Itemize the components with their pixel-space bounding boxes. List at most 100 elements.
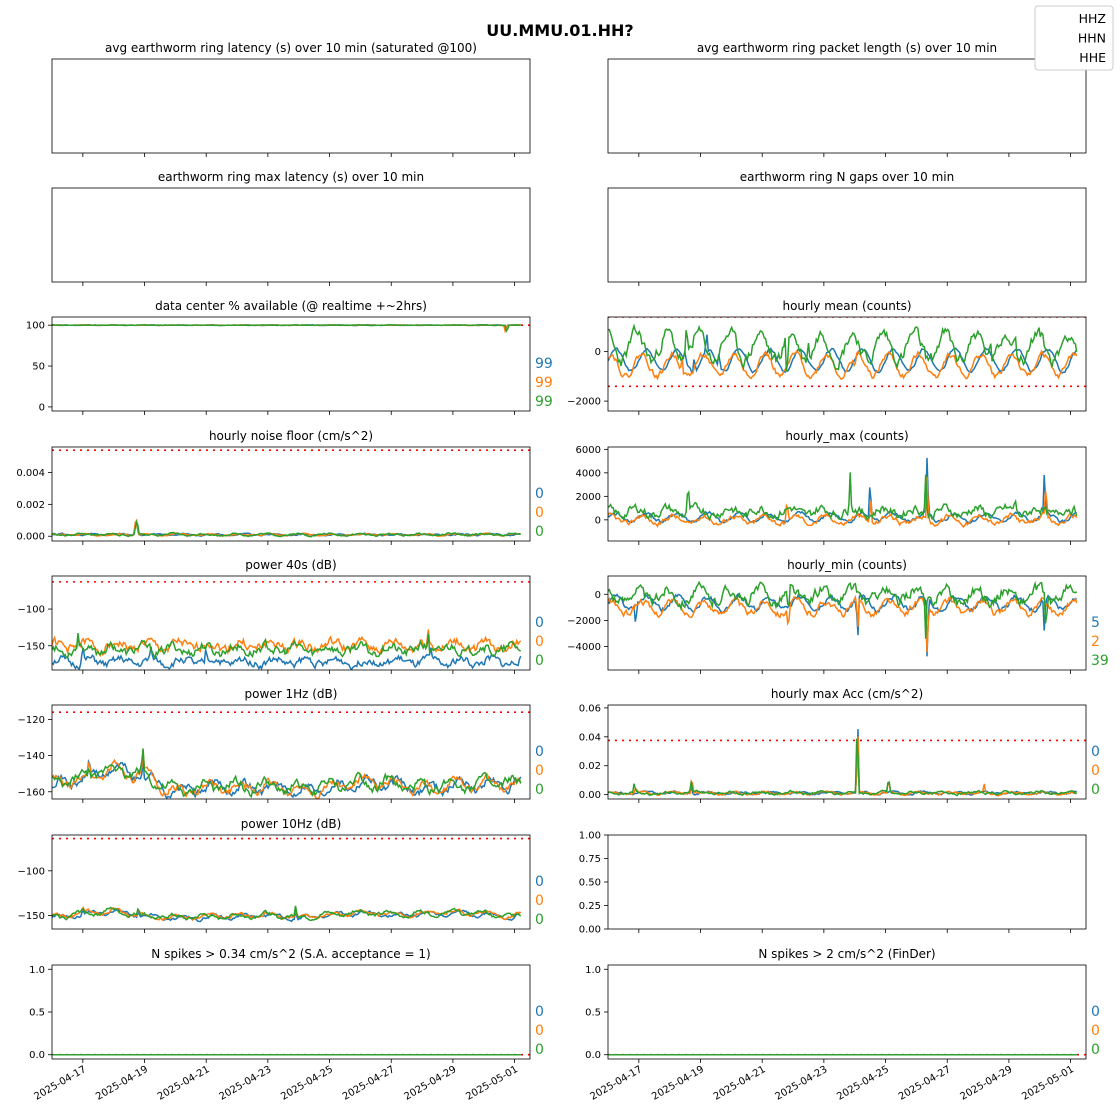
panel-p5: data center % available (@ realtime +~2h… bbox=[26, 299, 553, 415]
side-value-HHN: 0 bbox=[535, 763, 544, 779]
series-line-HHE bbox=[608, 738, 1078, 797]
y-tick-label: 0.00 bbox=[579, 925, 601, 936]
panel-title: hourly_min (counts) bbox=[787, 558, 907, 572]
panel-title: earthworm ring max latency (s) over 10 m… bbox=[158, 170, 424, 184]
panel-title: N spikes > 2 cm/s^2 (FinDer) bbox=[758, 947, 935, 961]
panel-p1: avg earthworm ring latency (s) over 10 m… bbox=[51, 41, 531, 157]
panel-p13: power 10Hz (dB) −100 −150 0 0 0 bbox=[18, 817, 544, 933]
axes-frame bbox=[607, 834, 1087, 930]
axes-frame bbox=[51, 446, 531, 542]
axes-frame bbox=[51, 964, 531, 1060]
y-tick-label: 4000 bbox=[576, 468, 601, 479]
side-value-HHZ: 0 bbox=[535, 744, 544, 760]
y-tick-label: 6000 bbox=[576, 445, 601, 456]
y-tick-label: −2000 bbox=[567, 397, 601, 408]
legend-entry-HHN: HHN bbox=[1078, 31, 1106, 46]
axes-frame bbox=[607, 575, 1087, 671]
y-tick-label: −4000 bbox=[567, 642, 601, 653]
y-tick-label: −100 bbox=[18, 605, 45, 616]
y-tick-label: 0.0 bbox=[585, 1050, 601, 1061]
panel-title: hourly_max (counts) bbox=[785, 429, 908, 443]
axes-frame bbox=[51, 316, 531, 412]
axes-frame bbox=[607, 704, 1087, 800]
y-tick-label: −160 bbox=[18, 787, 45, 798]
axes-frame bbox=[607, 964, 1087, 1060]
panel-p7: hourly noise floor (cm/s^2) 0.004 0.002 0.0… bbox=[16, 429, 544, 545]
side-value-HHN: 0 bbox=[535, 634, 544, 650]
y-tick-label: 0.50 bbox=[579, 878, 601, 889]
panel-title: power 10Hz (dB) bbox=[241, 817, 342, 831]
series-line-HHE bbox=[608, 472, 1078, 522]
y-tick-label: 1.0 bbox=[29, 965, 45, 976]
side-value-HHZ: 0 bbox=[1091, 1004, 1100, 1020]
y-tick-label: −140 bbox=[18, 751, 45, 762]
panel-p3: earthworm ring max latency (s) over 10 m… bbox=[51, 170, 531, 286]
side-value-HHN: 0 bbox=[1091, 1023, 1100, 1039]
y-tick-label: −150 bbox=[18, 641, 45, 652]
side-value-HHE: 0 bbox=[535, 1042, 544, 1058]
y-tick-label: 0 bbox=[39, 402, 45, 413]
y-tick-label: 2000 bbox=[576, 492, 601, 503]
side-value-HHZ: 5 bbox=[1091, 615, 1100, 631]
panel-p6: hourly mean (counts) 0 −2000 bbox=[567, 299, 1087, 415]
y-tick-label: 100 bbox=[26, 321, 45, 332]
side-value-HHN: 0 bbox=[535, 893, 544, 909]
side-value-HHZ: 99 bbox=[535, 356, 553, 372]
series-line-HHN bbox=[608, 349, 1078, 381]
axes-frame bbox=[51, 834, 531, 930]
y-tick-label: 0.002 bbox=[16, 500, 45, 511]
panel-title: data center % available (@ realtime +~2h… bbox=[155, 299, 427, 313]
legend-entry-HHZ: HHZ bbox=[1079, 11, 1106, 26]
y-tick-label: −150 bbox=[18, 911, 45, 922]
y-tick-label: 0.75 bbox=[579, 854, 601, 865]
side-value-HHN: 0 bbox=[535, 505, 544, 521]
series-line-HHZ bbox=[52, 646, 522, 670]
axes-frame bbox=[51, 704, 531, 800]
series-line-HHE bbox=[608, 323, 1078, 372]
series-line-HHZ bbox=[608, 457, 1077, 524]
side-value-HHE: 0 bbox=[535, 524, 544, 540]
series-line-HHZ bbox=[608, 334, 1078, 375]
panel-title: earthworm ring N gaps over 10 min bbox=[740, 170, 954, 184]
y-tick-label: 0.04 bbox=[579, 732, 601, 743]
series-line-HHN bbox=[608, 594, 1078, 653]
panel-title: avg earthworm ring latency (s) over 10 m… bbox=[105, 41, 477, 55]
legend-box bbox=[1034, 5, 1114, 71]
axes-frame bbox=[607, 446, 1087, 542]
legend: HHZ HHN HHE bbox=[1034, 5, 1114, 71]
axes-frame bbox=[607, 316, 1087, 412]
y-tick-label: −2000 bbox=[567, 616, 601, 627]
y-tick-label: −100 bbox=[18, 866, 45, 877]
y-tick-label: 0.02 bbox=[579, 761, 601, 772]
series-line-HHZ bbox=[52, 908, 521, 923]
panel-title: hourly max Acc (cm/s^2) bbox=[771, 687, 923, 701]
panel-p10: hourly_min (counts) 0 −2000 −4000 5 2 39 bbox=[567, 558, 1109, 674]
panel-p4: earthworm ring N gaps over 10 min bbox=[607, 170, 1087, 286]
side-value-HHN: 99 bbox=[535, 375, 553, 391]
side-value-HHN: 0 bbox=[1091, 763, 1100, 779]
side-value-HHN: 2 bbox=[1091, 634, 1100, 650]
y-tick-label: 0 bbox=[595, 347, 601, 358]
y-tick-label: 0.25 bbox=[579, 901, 601, 912]
series-line-HHE bbox=[52, 633, 522, 660]
y-tick-label: 1.0 bbox=[585, 965, 601, 976]
panel-p9: power 40s (dB) −100 −150 0 0 0 bbox=[18, 558, 544, 674]
side-value-HHZ: 0 bbox=[535, 486, 544, 502]
panel-p2: avg earthworm ring packet length (s) ove… bbox=[607, 41, 1087, 157]
y-tick-label: 0 bbox=[595, 515, 601, 526]
figure-title: UU.MMU.01.HH? bbox=[486, 21, 633, 40]
y-tick-label: 0.000 bbox=[16, 532, 45, 543]
side-value-HHE: 39 bbox=[1091, 653, 1109, 669]
side-value-HHN: 0 bbox=[535, 1023, 544, 1039]
panel-p14: 1.00 0.75 0.50 0.25 0.00 bbox=[579, 831, 1087, 936]
panel-p8: hourly_max (counts) 6000 4000 2000 0 bbox=[576, 429, 1087, 545]
side-value-HHZ: 0 bbox=[1091, 744, 1100, 760]
axes-frame bbox=[51, 187, 531, 283]
y-tick-label: 0.5 bbox=[29, 1008, 45, 1019]
side-value-HHE: 99 bbox=[535, 394, 553, 410]
panel-title: hourly mean (counts) bbox=[782, 299, 911, 313]
side-value-HHE: 0 bbox=[535, 912, 544, 928]
axes-frame bbox=[51, 58, 531, 154]
legend-entry-HHE: HHE bbox=[1079, 50, 1106, 65]
side-value-HHE: 0 bbox=[1091, 782, 1100, 798]
